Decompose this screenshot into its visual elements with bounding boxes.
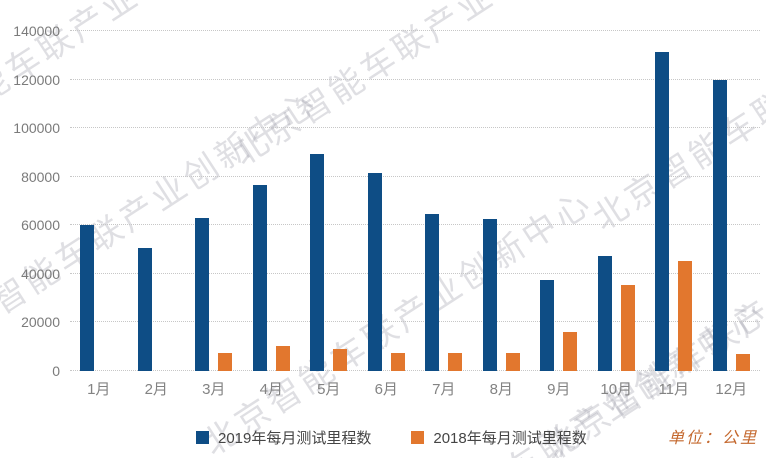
- legend-swatch-2018: [411, 431, 425, 444]
- y-tick-label-40000: 40000: [21, 265, 60, 282]
- gridline-120000: [70, 78, 760, 80]
- legend-item-2019: 2019年每月测试里程数: [196, 427, 371, 448]
- bar-2018年-5月: [333, 349, 348, 371]
- bar-2019年-1月: [80, 225, 95, 371]
- x-tick-label-4月: 4月: [259, 381, 283, 398]
- y-tick-label-140000: 140000: [13, 23, 60, 39]
- gridline-140000: [70, 30, 760, 31]
- bar-group-1月: [70, 31, 128, 371]
- y-tick-label-60000: 60000: [21, 217, 60, 234]
- bar-2018年-4月: [275, 345, 290, 371]
- bar-groups: [70, 31, 760, 371]
- y-axis: 0 20000 40000 60000 80000 100000 120000 140000: [0, 23, 60, 379]
- bar-2019年-10月: [597, 255, 612, 371]
- bar-2019年-11月: [655, 51, 670, 371]
- gridline-100000: [70, 127, 760, 129]
- bar-group-4月: [243, 31, 301, 371]
- bar-2018年-11月: [678, 260, 693, 371]
- legend-swatch-2019: [196, 431, 209, 444]
- bar-2019年-7月: [425, 214, 440, 371]
- bar-group-2月: [128, 31, 186, 371]
- bar-group-8月: [473, 31, 531, 371]
- bar-2018年-9月: [563, 332, 578, 371]
- bar-group-3月: [185, 31, 243, 371]
- x-tick-label-11月: 11月: [658, 381, 690, 398]
- y-tick-label-20000: 20000: [21, 314, 60, 331]
- x-tick-label-5月: 5月: [317, 381, 341, 398]
- bar-2018年-7月: [448, 352, 463, 371]
- x-tick-label-2月: 2月: [144, 381, 168, 398]
- bar-2018年-8月: [505, 352, 520, 371]
- x-tick-label-12月: 12月: [715, 381, 748, 398]
- bar-group-10月: [588, 31, 646, 371]
- bar-2019年-3月: [195, 218, 210, 371]
- gridline-20000: [70, 321, 760, 323]
- bar-group-6月: [358, 31, 416, 371]
- x-tick-label-6月: 6月: [374, 381, 398, 398]
- gridline-60000: [70, 224, 760, 226]
- x-tick-label-1月: 1月: [87, 381, 111, 398]
- bar-2018年-3月: [218, 352, 233, 371]
- legend-item-2018: 2018年每月测试里程数: [411, 427, 587, 448]
- bar-group-12月: [703, 31, 761, 371]
- bar-2018年-6月: [390, 352, 405, 371]
- bar-2019年-4月: [252, 185, 267, 371]
- bar-2018年-12月: [735, 354, 750, 371]
- legend-label-2019: 2019年每月测试里程数: [218, 430, 372, 447]
- gridline-80000: [70, 175, 760, 177]
- legend: 2019年每月测试里程数 2018年每月测试里程数: [196, 427, 587, 448]
- bar-group-9月: [530, 31, 588, 371]
- unit-label: 单位：公里: [667, 428, 758, 447]
- bar-2019年-2月: [137, 248, 152, 371]
- bar-group-5月: [300, 31, 358, 371]
- bar-2019年-9月: [540, 279, 555, 371]
- y-tick-label-0: 0: [52, 363, 60, 379]
- x-tick-label-10月: 10月: [600, 381, 633, 398]
- bar-2019年-5月: [310, 153, 325, 371]
- x-tick-label-3月: 3月: [202, 381, 226, 398]
- bar-2019年-6月: [367, 173, 382, 371]
- y-tick-label-80000: 80000: [21, 168, 60, 185]
- bar-2019年-8月: [482, 219, 497, 371]
- bar-2019年-12月: [712, 79, 727, 371]
- x-tick-label-7月: 7月: [432, 381, 456, 398]
- y-tick-label-120000: 120000: [13, 71, 60, 88]
- x-tick-label-9月: 9月: [547, 381, 571, 398]
- plot-area: [70, 30, 760, 371]
- gridline-40000: [70, 272, 760, 274]
- bar-2018年-10月: [620, 284, 635, 371]
- bar-group-11月: [645, 31, 703, 371]
- bar-group-7月: [415, 31, 473, 371]
- y-tick-label-100000: 100000: [13, 120, 60, 137]
- gridline-0: [70, 370, 760, 371]
- x-tick-label-8月: 8月: [489, 381, 513, 398]
- legend-label-2018: 2018年每月测试里程数: [433, 430, 587, 447]
- x-axis: 1月 2月 3月 4月 5月 6月 7月 8月 9月 10月 11月 12月: [70, 378, 760, 399]
